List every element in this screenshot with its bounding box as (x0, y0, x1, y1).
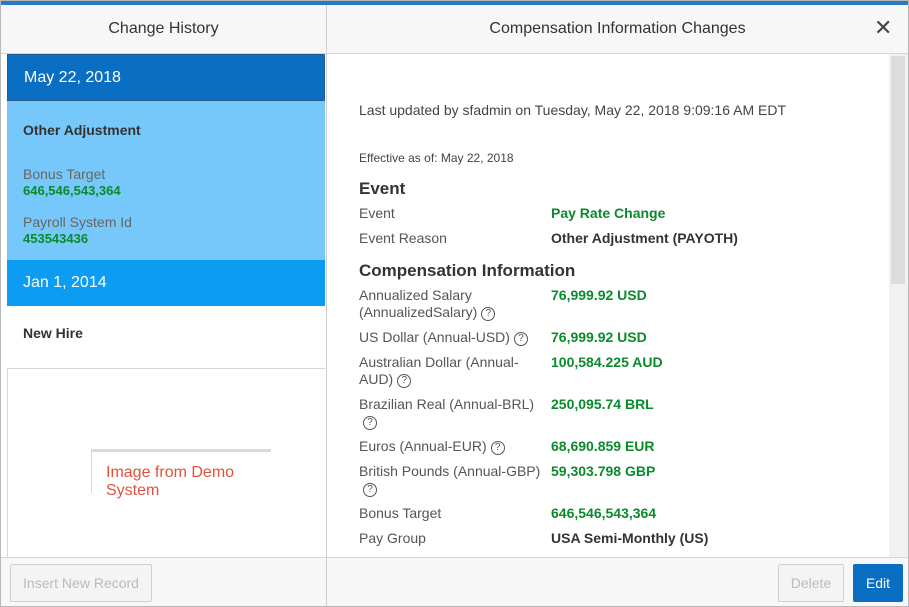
label-text: Annualized Salary (AnnualizedSalary) (359, 287, 478, 320)
help-icon[interactable]: ? (481, 307, 496, 321)
compensation-changes-panel: Compensation Information Changes ✕ Last … (327, 5, 908, 606)
panel-divider (326, 5, 327, 606)
help-icon[interactable]: ? (363, 483, 377, 497)
record-date-may-22-2018[interactable]: May 22, 2018 (7, 54, 325, 101)
euros-label: Euros (Annual-EUR)? (359, 438, 541, 455)
event-label: Event (359, 205, 395, 221)
british-pounds-value: 59,303.798 GBP (551, 463, 656, 479)
bonus-target-value: 646,546,543,364 (551, 505, 657, 521)
close-icon[interactable]: ✕ (874, 15, 893, 40)
label-text: Euros (Annual-EUR) (359, 438, 487, 454)
event-heading: Event (359, 179, 406, 198)
help-icon[interactable]: ? (513, 332, 528, 346)
pay-group-label: Pay Group (359, 530, 426, 546)
edit-button[interactable]: Edit (853, 564, 903, 602)
label-text: Australian Dollar (Annual-AUD) (359, 354, 519, 387)
record-title: New Hire (23, 325, 83, 341)
bonus-target-value: 646,546,543,364 (23, 183, 121, 198)
event-reason-value: Other Adjustment (PAYOTH) (551, 230, 738, 246)
change-history-title: Change History (1, 5, 326, 54)
us-dollar-label: US Dollar (Annual-USD)? (359, 329, 541, 346)
effective-date-text: Effective as of: May 22, 2018 (359, 151, 514, 165)
pay-group-value: USA Semi-Monthly (US) (551, 530, 709, 546)
compensation-heading: Compensation Information (359, 261, 576, 280)
australian-dollar-label: Australian Dollar (Annual-AUD)? (359, 354, 541, 388)
british-pounds-label: British Pounds (Annual-GBP)? (359, 463, 541, 497)
details-content[interactable]: Last updated by sfadmin on Tuesday, May … (327, 54, 889, 557)
last-updated-text: Last updated by sfadmin on Tuesday, May … (359, 102, 786, 118)
payroll-system-id-value: 453543436 (23, 231, 89, 246)
right-footer: Delete Edit (327, 557, 908, 606)
us-dollar-value: 76,999.92 USD (551, 329, 647, 345)
brazilian-real-label: Brazilian Real (Annual-BRL)? (359, 396, 541, 430)
event-reason-label: Event Reason (359, 230, 447, 246)
record-title: Other Adjustment (23, 122, 141, 138)
payroll-system-id-label: Payroll System Id (23, 214, 132, 230)
help-icon[interactable]: ? (363, 416, 377, 430)
help-icon[interactable]: ? (490, 441, 505, 455)
label-text: Brazilian Real (Annual-BRL) (359, 396, 535, 412)
change-history-panel: Change History May 22, 2018 Other Adjust… (1, 5, 326, 606)
top-accent-bar (1, 1, 908, 5)
annualized-salary-label: Annualized Salary (AnnualizedSalary)? (359, 287, 541, 321)
help-icon[interactable]: ? (397, 374, 412, 388)
record-jan-1-2014[interactable]: New Hire (7, 306, 325, 369)
brazilian-real-value: 250,095.74 BRL (551, 396, 654, 412)
label-text: US Dollar (Annual-USD) (359, 329, 510, 345)
scrollbar[interactable] (889, 54, 908, 557)
record-may-22-2018[interactable]: Other Adjustment Bonus Target 646,546,54… (7, 101, 325, 260)
delete-button[interactable]: Delete (778, 564, 844, 602)
event-value: Pay Rate Change (551, 205, 666, 221)
bonus-target-label: Bonus Target (23, 166, 106, 182)
label-text: British Pounds (Annual-GBP) (359, 463, 541, 479)
euros-value: 68,690.859 EUR (551, 438, 655, 454)
scrollbar-thumb[interactable] (891, 56, 905, 284)
left-footer: Insert New Record (1, 557, 326, 606)
annualized-salary-value: 76,999.92 USD (551, 287, 647, 303)
record-date-jan-1-2014[interactable]: Jan 1, 2014 (7, 260, 325, 306)
insert-new-record-button[interactable]: Insert New Record (10, 564, 152, 602)
australian-dollar-value: 100,584.225 AUD (551, 354, 663, 370)
watermark: Image from Demo System (91, 449, 271, 499)
bonus-target-label: Bonus Target (359, 505, 442, 521)
compensation-changes-title: Compensation Information Changes (327, 5, 908, 54)
